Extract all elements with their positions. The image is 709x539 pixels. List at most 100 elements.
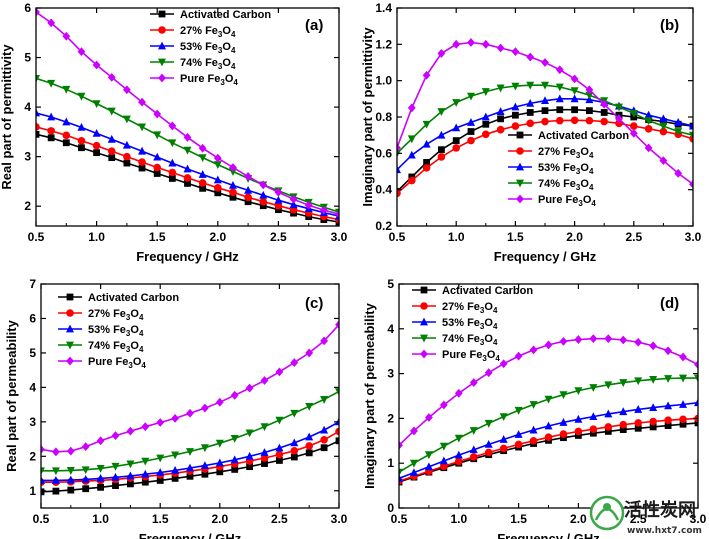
- data-point: [511, 102, 520, 111]
- data-point: [186, 408, 194, 418]
- data-point: [424, 462, 433, 471]
- data-point: [47, 112, 56, 121]
- series-line: [41, 324, 339, 453]
- x-tick-label: 2.5: [630, 512, 647, 526]
- data-point: [399, 474, 403, 482]
- data-point: [305, 442, 314, 450]
- data-point: [689, 131, 693, 140]
- series-53-fe3o4: [36, 108, 339, 220]
- series-53-fe3o4: [399, 398, 698, 482]
- data-point: [244, 193, 252, 202]
- chart-panel-d: 0.5 1.0 1.5 2.0 2.5 3.0 0 1 2 3 4 5 Frequency / GHz I…: [362, 277, 707, 539]
- data-point: [679, 400, 688, 408]
- x-axis-label: Frequency / GHz: [497, 531, 600, 539]
- series-pure-fe3o4: [41, 320, 339, 457]
- y-tick-label: 3: [29, 415, 36, 429]
- data-point: [41, 445, 45, 454]
- y-tick-label: 5: [24, 51, 31, 65]
- data-point: [92, 141, 101, 150]
- series-74-fe3o4: [41, 388, 339, 476]
- data-point: [604, 334, 613, 344]
- data-point: [452, 137, 460, 145]
- data-point: [556, 106, 564, 114]
- data-point: [499, 359, 508, 369]
- y-tick-label: 2: [387, 411, 394, 425]
- data-point: [674, 168, 683, 178]
- x-tick-label: 2.0: [566, 230, 583, 244]
- data-point: [454, 434, 463, 443]
- data-point: [153, 163, 161, 172]
- data-point: [183, 132, 192, 142]
- legend-swatch-marker: [66, 341, 74, 350]
- data-point: [526, 98, 535, 107]
- data-point: [410, 426, 418, 436]
- data-point: [335, 388, 339, 396]
- data-point: [664, 401, 673, 410]
- data-point: [92, 128, 101, 137]
- data-point: [649, 341, 658, 351]
- legend-label: Pure Fe3O4: [88, 356, 146, 370]
- data-point: [529, 425, 538, 434]
- data-point: [571, 106, 578, 114]
- data-point: [305, 449, 313, 457]
- legend-label: Pure Fe3O4: [180, 73, 238, 87]
- data-point: [67, 486, 75, 494]
- data-point: [484, 448, 493, 457]
- data-point: [541, 96, 549, 105]
- legend-entry-53-fe3o4: 53% Fe3O4: [412, 317, 498, 331]
- data-point: [570, 74, 579, 84]
- data-point: [481, 88, 490, 96]
- data-point: [496, 43, 505, 53]
- data-point: [634, 405, 643, 413]
- data-point: [77, 92, 86, 101]
- data-point: [320, 336, 328, 346]
- data-point: [36, 8, 40, 17]
- x-tick-label: 0.5: [389, 230, 406, 244]
- data-point: [123, 85, 131, 95]
- data-point: [335, 437, 339, 445]
- legend-entry-pure-fe3o4: Pure Fe3O4: [412, 349, 500, 363]
- data-point: [171, 451, 180, 460]
- data-point: [439, 442, 448, 451]
- data-point: [615, 103, 623, 112]
- data-point: [526, 52, 535, 62]
- data-point: [335, 427, 339, 436]
- legend: Activated Carbon 27% Fe3O4 53% Fe3O4 74% Fe…: [150, 9, 271, 87]
- data-point: [51, 476, 60, 484]
- data-point: [245, 383, 254, 393]
- data-point: [679, 415, 687, 424]
- y-tick-label: 6: [29, 311, 36, 325]
- legend-swatch-marker: [516, 194, 524, 204]
- data-point: [679, 374, 688, 383]
- data-point: [424, 451, 433, 460]
- data-point: [674, 118, 683, 126]
- data-point: [260, 454, 269, 462]
- data-point: [168, 175, 176, 182]
- data-point: [422, 139, 431, 148]
- data-point: [274, 201, 283, 210]
- data-point: [123, 152, 131, 161]
- data-point: [425, 413, 433, 422]
- data-point: [679, 352, 687, 362]
- data-point: [141, 457, 150, 466]
- y-axis-label: Imaginary part of permittivity: [360, 27, 375, 207]
- series-pure-fe3o4: [397, 38, 693, 189]
- legend-swatch-marker: [158, 58, 166, 67]
- data-point: [511, 122, 520, 130]
- watermark-logo: [589, 495, 625, 531]
- legend: Activated Carbon 27% Fe3O4 53% Fe3O4 74% Fe…: [58, 292, 179, 370]
- data-point: [305, 432, 314, 441]
- data-point: [41, 467, 45, 476]
- data-point: [290, 409, 299, 418]
- legend-label: 53% Fe3O4: [538, 162, 594, 176]
- x-axis-label: Frequency / GHz: [139, 531, 242, 539]
- legend-swatch-marker: [420, 317, 428, 326]
- data-point: [259, 190, 268, 199]
- data-point: [629, 109, 638, 118]
- legend-swatch-marker: [420, 349, 428, 359]
- data-point: [156, 477, 164, 484]
- data-point: [481, 39, 490, 49]
- data-point: [320, 444, 328, 452]
- data-point: [186, 463, 194, 472]
- data-point: [694, 360, 698, 370]
